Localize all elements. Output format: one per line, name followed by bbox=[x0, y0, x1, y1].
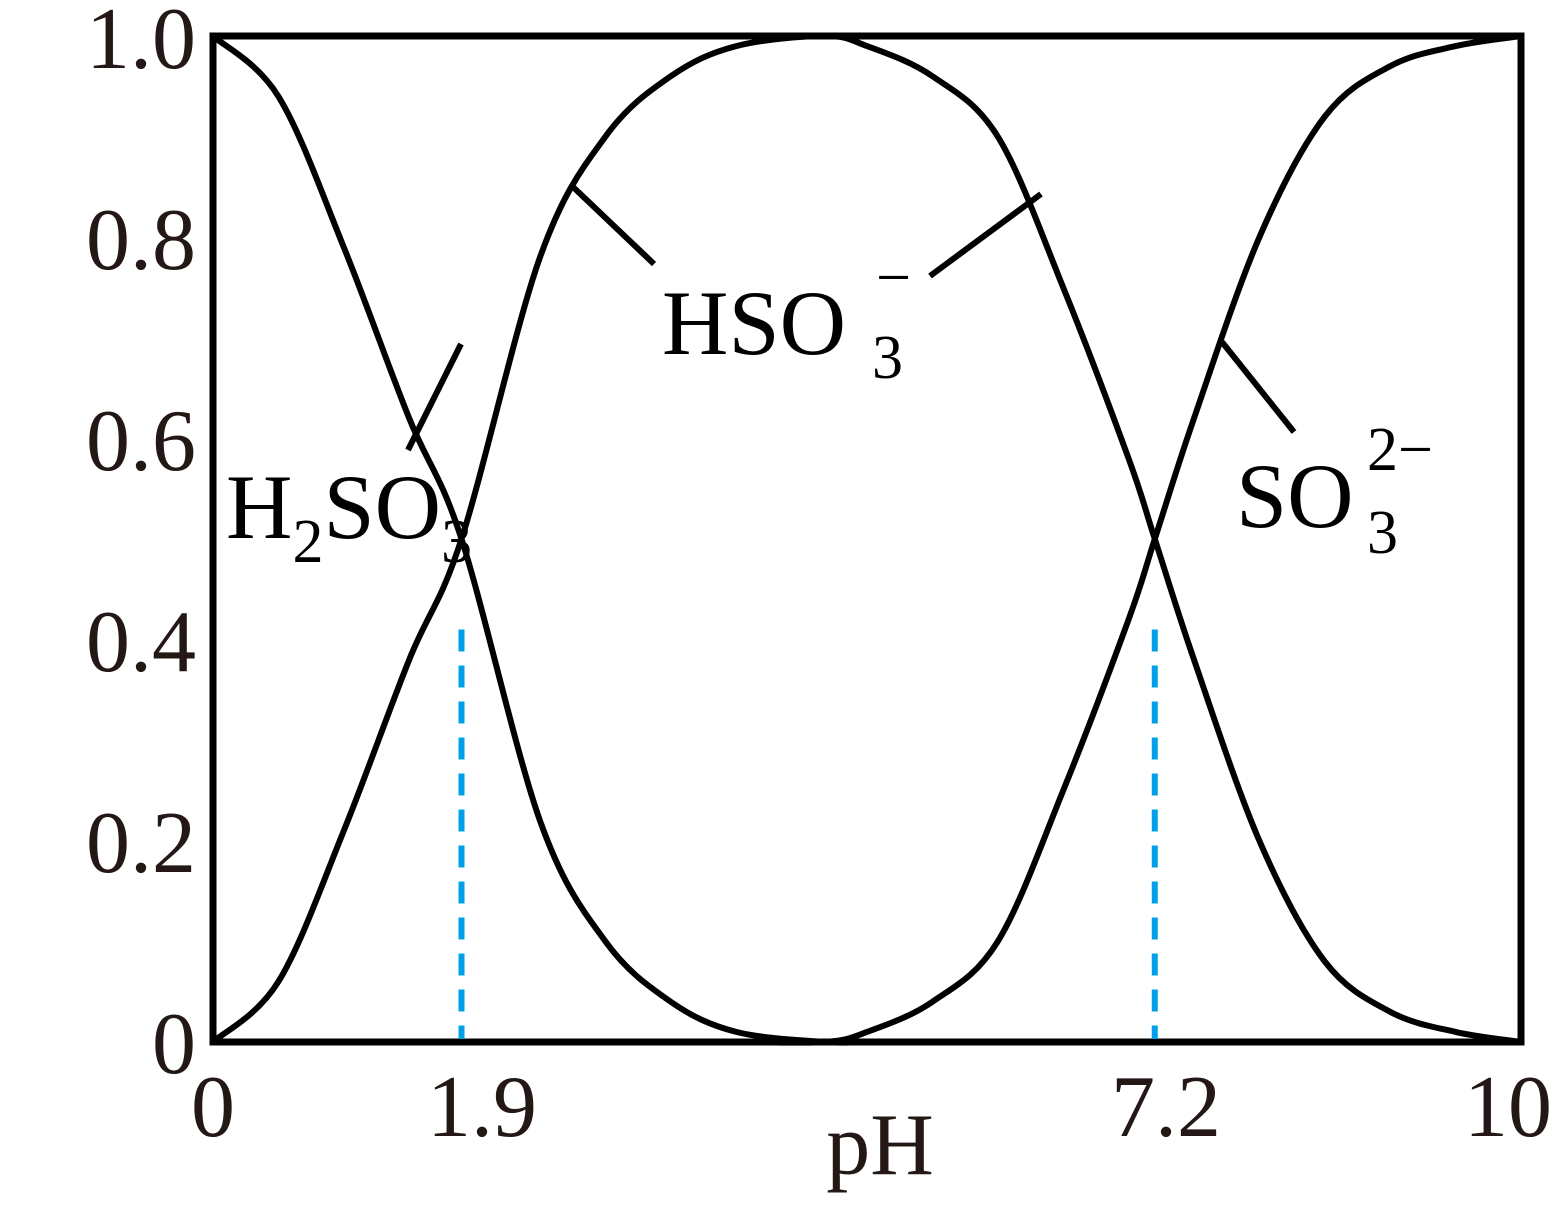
y-tick-labels: 0 0.2 0.4 0.6 0.8 1.0 bbox=[86, 0, 196, 1093]
label-hso3: HSO bbox=[662, 272, 846, 374]
label-h2so3: H2SO3 bbox=[226, 456, 472, 576]
label-hso3-main: HSO bbox=[662, 272, 846, 374]
leader-line-h2so3 bbox=[405, 342, 464, 452]
y-tick-label: 1.0 bbox=[86, 0, 196, 88]
series-line bbox=[210, 32, 1522, 1045]
x-tick-labels: 0 1.9 7.2 10 bbox=[191, 1059, 1552, 1156]
x-tick-label: 1.9 bbox=[427, 1059, 537, 1156]
y-tick-label: 0.4 bbox=[86, 594, 196, 691]
series-line bbox=[212, 33, 1522, 1046]
y-tick-label: 0.2 bbox=[86, 795, 196, 892]
label-hso3-sub: 3 bbox=[872, 324, 903, 392]
label-h2so3-main: H bbox=[226, 456, 292, 558]
x-tick-label: 7.2 bbox=[1111, 1059, 1221, 1156]
leader-lines bbox=[405, 183, 1297, 452]
reference-lines bbox=[458, 629, 1158, 1042]
y-tick-label: 0 bbox=[152, 996, 196, 1093]
y-tick-label: 0.8 bbox=[86, 192, 196, 289]
label-h2so3-main2: SO bbox=[323, 456, 441, 558]
label-h2so3-sub2: 3 bbox=[441, 508, 472, 576]
leader-line-hso3-left bbox=[569, 183, 657, 267]
y-tick-label: 0.6 bbox=[86, 393, 196, 490]
label-h2so3-sub1: 2 bbox=[292, 508, 323, 576]
distribution-curves bbox=[210, 32, 1522, 1046]
label-so3-main: SO bbox=[1236, 445, 1354, 547]
label-so3-sub: 3 bbox=[1367, 499, 1398, 567]
x-tick-label: 0 bbox=[191, 1059, 235, 1156]
leader-line-so3 bbox=[1219, 340, 1297, 434]
label-so3: SO bbox=[1236, 445, 1354, 547]
x-tick-label: 10 bbox=[1464, 1059, 1552, 1156]
leader-line-hso3-right bbox=[928, 191, 1043, 279]
label-hso3-sup: − bbox=[876, 244, 911, 312]
x-axis-title: pH bbox=[826, 1097, 934, 1194]
label-so3-sup: 2− bbox=[1367, 416, 1433, 484]
